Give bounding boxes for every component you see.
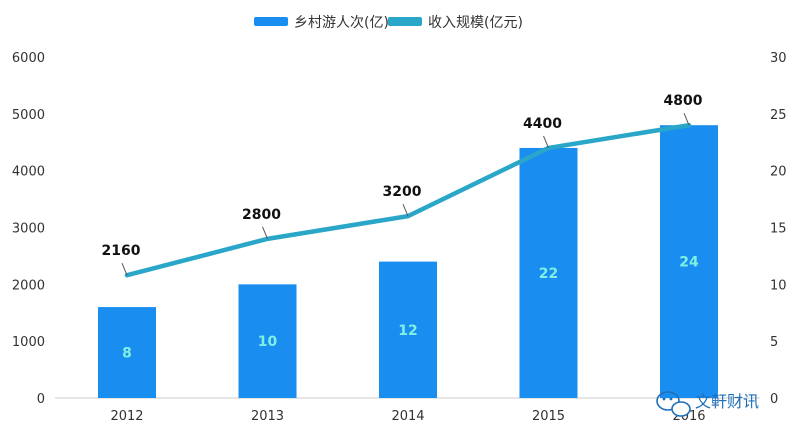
series-line [124, 122, 692, 278]
y-right-tick-label: 30 [770, 51, 787, 66]
y-right-tick-label: 15 [770, 222, 787, 237]
y-left-tick-label: 5000 [12, 108, 45, 123]
legend: 乡村游人次(亿) 收入规模(亿元) [254, 15, 523, 31]
line-value-label: 3200 [383, 184, 422, 200]
legend-line-label: 收入规模(亿元) [428, 15, 523, 31]
line-label-leader [121, 263, 128, 276]
watermark: 文軒财讯 [656, 391, 759, 417]
legend-bar-swatch [254, 17, 288, 26]
bar [519, 147, 578, 398]
y-right-tick-label: 10 [770, 278, 787, 293]
y-left-tick-label: 0 [37, 392, 45, 407]
bar [379, 261, 437, 398]
x-tick-label: 2015 [532, 409, 565, 424]
line-label-leader [683, 113, 690, 126]
bar-value-label: 22 [539, 266, 558, 282]
x-tick-label: 2013 [251, 409, 284, 424]
legend-line-swatch [388, 17, 422, 26]
x-tick-label: 2012 [110, 409, 143, 424]
line-value-label: 4400 [523, 116, 562, 132]
bar-value-label: 24 [679, 255, 699, 271]
line-series [121, 113, 692, 278]
wechat-icon [656, 391, 691, 417]
line-label-leader [262, 226, 268, 240]
watermark-text: 文軒财讯 [695, 392, 759, 411]
data-labels: 8 10 12 22 24 2160 2800 3200 4400 4800 [102, 93, 703, 361]
y-right-tick-label: 25 [770, 108, 787, 123]
axes: 0 1000 2000 3000 4000 5000 6000 0 5 10 15 20 25 30 201… [12, 51, 787, 424]
line-label-leader [543, 135, 549, 149]
y-right-tick-label: 20 [770, 165, 787, 180]
y-right-tick-label: 5 [770, 335, 778, 350]
line-value-label: 2800 [242, 207, 281, 223]
y-left-tick-label: 1000 [12, 335, 45, 350]
y-left-tick-label: 2000 [12, 278, 45, 293]
bar [98, 307, 156, 398]
y-left-tick-label: 6000 [12, 51, 45, 66]
y-left-tick-label: 3000 [12, 222, 45, 237]
line-value-label: 2160 [102, 243, 141, 259]
bar-value-label: 10 [258, 334, 278, 350]
bar-value-label: 12 [398, 323, 417, 339]
line-label-leader [402, 203, 409, 217]
bar [238, 284, 297, 398]
legend-bar-label: 乡村游人次(亿) [294, 15, 389, 31]
bar-value-label: 8 [122, 346, 132, 362]
line-value-label: 4800 [664, 93, 703, 109]
bars [98, 125, 718, 398]
x-tick-label: 2014 [391, 409, 424, 424]
y-right-tick-label: 0 [770, 392, 778, 407]
y-left-tick-label: 4000 [12, 165, 45, 180]
bar [660, 125, 718, 398]
